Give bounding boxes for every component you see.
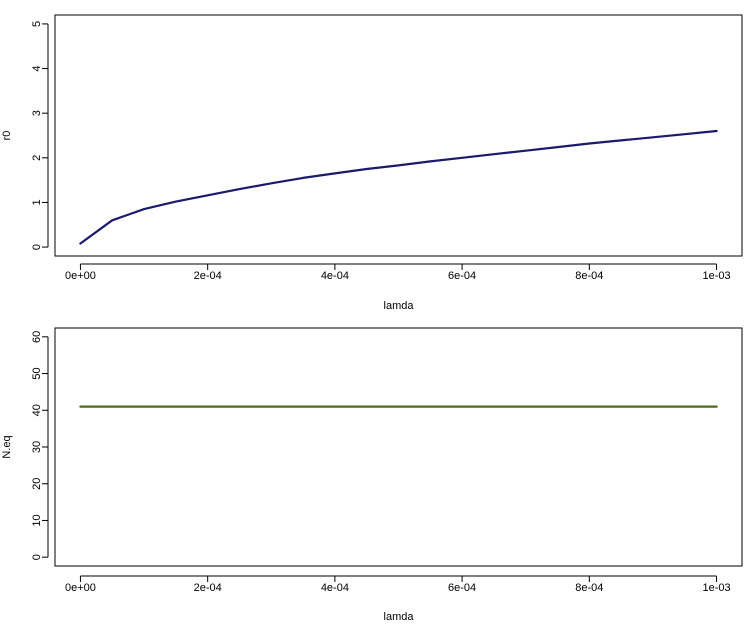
- y-axis-title: N.eq: [1, 435, 13, 458]
- y-tick-label: 2: [31, 155, 43, 161]
- y-tick-label: 1: [31, 199, 43, 205]
- y-tick-label: 4: [31, 65, 43, 71]
- x-tick-label: 1e-03: [702, 270, 730, 282]
- plot-frame: [54, 14, 743, 257]
- x-tick-label: 4e-04: [321, 582, 349, 594]
- chart-panel-2: 0e+00 2e-04 4e-04 6e-04 8e-04 1e-03 0 10 20 30 40 5…: [1, 327, 743, 623]
- plot-frame: [54, 327, 743, 567]
- y-tick-label: 20: [31, 478, 43, 490]
- y-tick-label: 50: [31, 367, 43, 379]
- y-tick-label: 30: [31, 441, 43, 453]
- x-tick-label: 2e-04: [194, 270, 222, 282]
- x-tick-label: 2e-04: [194, 582, 222, 594]
- chart-panel-1: 0e+00 2e-04 4e-04 6e-04 8e-04 1e-03 0 1 2 3 4 5 lamd…: [1, 14, 743, 312]
- x-axis-title: lamda: [384, 611, 415, 623]
- y-tick-label: 3: [31, 110, 43, 116]
- y-tick-label: 60: [31, 331, 43, 343]
- x-tick-label: 8e-04: [575, 582, 603, 594]
- y-tick-label: 10: [31, 514, 43, 526]
- series-line: [79, 129, 718, 245]
- x-tick-label: 8e-04: [575, 270, 603, 282]
- y-tick-label: 5: [31, 21, 43, 27]
- x-tick-label: 4e-04: [321, 270, 349, 282]
- y-tick-label: 0: [31, 244, 43, 250]
- y-tick-label: 0: [31, 554, 43, 560]
- x-tick-label: 0e+00: [65, 582, 96, 594]
- x-tick-label: 6e-04: [448, 582, 476, 594]
- x-tick-label: 0e+00: [65, 270, 96, 282]
- x-axis-title: lamda: [384, 300, 415, 312]
- y-axis-title: r0: [1, 131, 13, 141]
- x-tick-label: 1e-03: [702, 582, 730, 594]
- y-tick-label: 40: [31, 404, 43, 416]
- x-tick-label: 6e-04: [448, 270, 476, 282]
